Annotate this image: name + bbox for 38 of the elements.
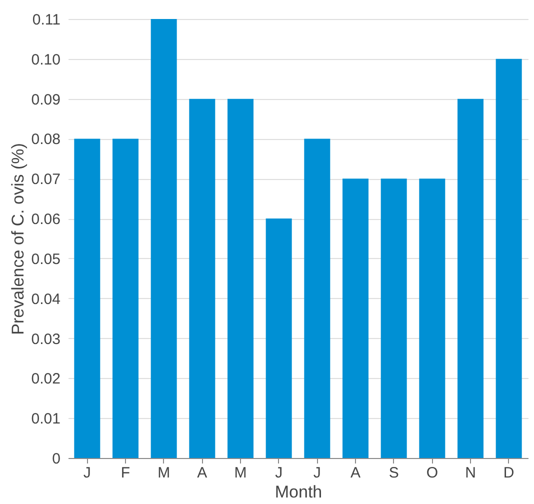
x-tick-label: J (313, 464, 321, 482)
bar (112, 138, 138, 458)
y-tick-label: 0.01 (31, 410, 60, 428)
y-tick-label: 0.08 (31, 131, 60, 148)
y-tick-label: 0.03 (31, 330, 60, 348)
y-tick-label: 0.10 (31, 51, 60, 68)
x-tick-label: M (234, 464, 247, 482)
y-axis-title: Prevalence of C. ovis (%) (8, 143, 28, 335)
y-tick-label: 0 (52, 450, 60, 468)
x-tick-label: J (83, 464, 91, 482)
y-tick-label: 0.11 (32, 12, 60, 28)
bar (419, 178, 446, 458)
y-tick-label: 0.07 (31, 171, 60, 188)
x-tick-label: M (158, 464, 170, 482)
y-tick-label: 0.05 (31, 250, 60, 268)
x-tick-label: F (120, 464, 130, 482)
bar (380, 178, 407, 458)
x-tick-label: A (350, 464, 361, 482)
bar (342, 178, 368, 458)
bar (266, 218, 292, 458)
bar (304, 138, 330, 458)
bar (150, 19, 177, 458)
x-tick-label: D (503, 464, 514, 482)
x-tick-label: O (426, 464, 438, 482)
bar (496, 58, 522, 458)
x-tick-label: J (275, 464, 283, 482)
x-tick-label: S (388, 464, 399, 482)
y-tick-label: 0.06 (31, 211, 60, 228)
x-tick-label: N (465, 464, 476, 482)
x-axis-title: Month (274, 482, 322, 502)
x-tick-label: A (197, 464, 208, 482)
bar (189, 98, 216, 458)
y-tick-label: 0.04 (31, 290, 60, 308)
bar (74, 138, 100, 458)
bar (228, 98, 254, 458)
y-tick-label: 0.02 (31, 370, 60, 388)
y-tick-label: 0.09 (31, 91, 60, 108)
bar (458, 98, 484, 458)
